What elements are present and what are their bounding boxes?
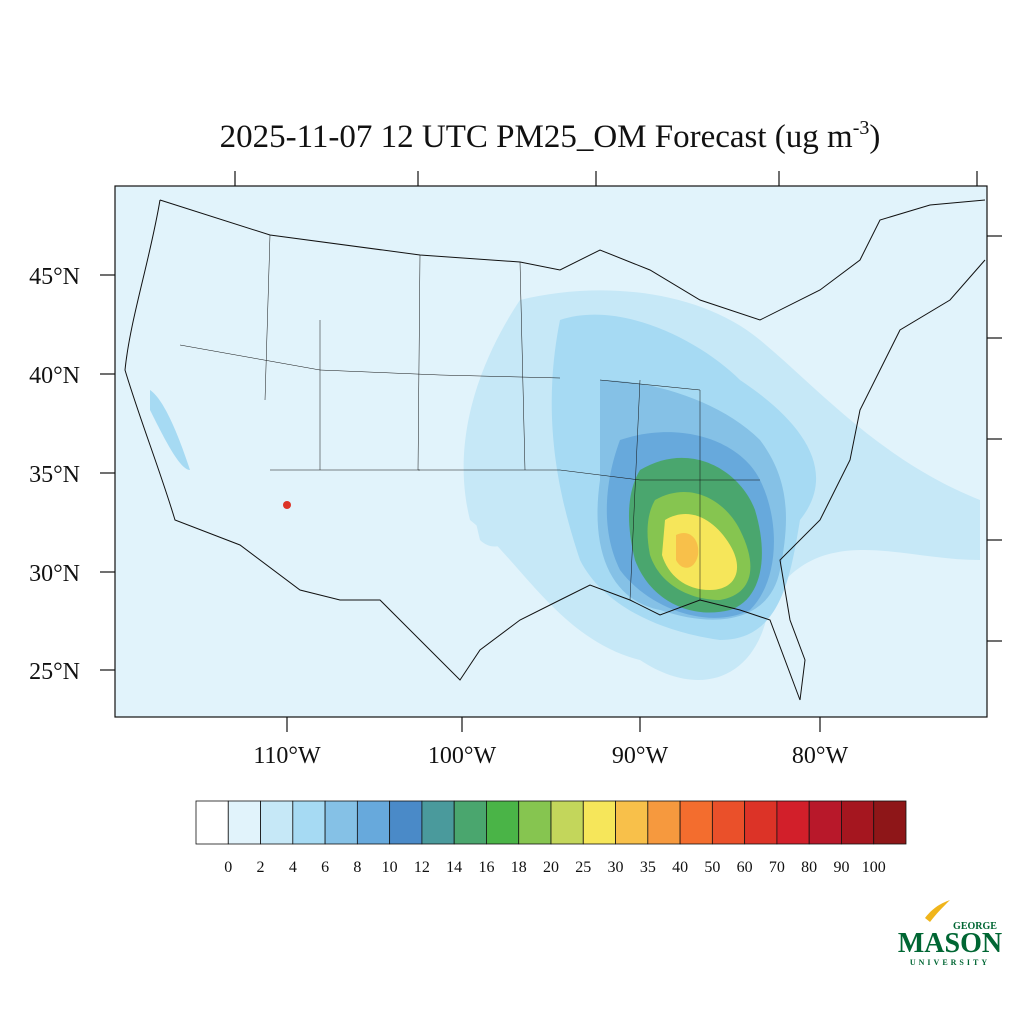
colorbar-box <box>744 800 778 845</box>
lon-label: 110°W <box>253 743 321 769</box>
colorbar-label: 60 <box>737 859 753 876</box>
colorbar-label: 6 <box>321 859 329 876</box>
colorbar-box <box>421 800 455 845</box>
colorbar-box <box>389 800 423 845</box>
lat-label: 30°N <box>29 561 80 587</box>
map-outlines <box>124 199 986 701</box>
lat-label: 40°N <box>29 363 80 389</box>
colorbar-box <box>486 800 520 845</box>
colorbar-label: 8 <box>353 859 361 876</box>
colorbar-box <box>615 800 649 845</box>
colorbar-label: 50 <box>704 859 720 876</box>
concentration-field <box>150 290 980 680</box>
colorbar-label: 40 <box>672 859 688 876</box>
colorbar-box <box>227 800 261 845</box>
title-superscript: -3 <box>853 117 870 139</box>
axis-labels: 45°N 40°N 35°N 30°N 25°N 110°W 100°W 90°W 80°W <box>29 264 848 769</box>
colorbar-label: 20 <box>543 859 559 876</box>
logo-bottom: UNIVERSITY <box>910 958 990 967</box>
colorbar: 0 2 4 6 8 10 12 14 16 18 20 25 30 35 40 50 60 70 80 90 100 <box>195 800 907 876</box>
lon-label: 100°W <box>428 743 497 769</box>
lat-label: 35°N <box>29 462 80 488</box>
logo-main: MASON <box>898 928 1002 959</box>
colorbar-label: 4 <box>289 859 297 876</box>
colorbar-label: 70 <box>769 859 785 876</box>
map-area <box>115 186 987 717</box>
colorbar-label: 12 <box>414 859 430 876</box>
title-text: 2025-11-07 12 UTC PM25_OM Forecast (ug m <box>220 119 853 155</box>
logo: GEORGE MASON UNIVERSITY <box>898 900 1002 967</box>
logo-top: GEORGE <box>953 921 997 932</box>
colorbar-box <box>518 800 552 845</box>
colorbar-label: 18 <box>511 859 527 876</box>
colorbar-box <box>453 800 487 845</box>
colorbar-box <box>776 800 810 845</box>
colorbar-box <box>873 800 907 845</box>
logo-flame <box>925 900 950 922</box>
colorbar-box <box>550 800 584 845</box>
colorbar-box <box>582 800 616 845</box>
colorbar-box <box>679 800 713 845</box>
colorbar-label: 80 <box>801 859 817 876</box>
colorbar-label: 90 <box>833 859 849 876</box>
colorbar-label: 14 <box>446 859 462 876</box>
colorbar-label: 25 <box>575 859 591 876</box>
colorbar-label: 0 <box>224 859 232 876</box>
colorbar-label: 35 <box>640 859 656 876</box>
colorbar-box <box>841 800 875 845</box>
lat-label: 25°N <box>29 659 80 685</box>
title-suffix: ) <box>869 119 880 155</box>
colorbar-box <box>356 800 391 845</box>
colorbar-label: 16 <box>478 859 494 876</box>
colorbar-box <box>711 800 746 845</box>
map-frame <box>114 185 988 718</box>
colorbar-box <box>292 800 326 845</box>
colorbar-label: 10 <box>382 859 398 876</box>
colorbar-box <box>647 800 681 845</box>
frame-ticks <box>100 171 1002 732</box>
colorbar-box <box>195 800 229 845</box>
colorbar-label: 100 <box>862 859 886 876</box>
colorbar-box <box>324 800 358 845</box>
colorbar-box <box>808 800 842 845</box>
lat-label: 45°N <box>29 264 80 290</box>
map-title: 2025-11-07 12 UTC PM25_OM Forecast (ug m… <box>220 117 881 155</box>
lon-label: 80°W <box>792 743 849 769</box>
colorbar-label: 2 <box>257 859 265 876</box>
colorbar-box <box>260 800 294 845</box>
lon-label: 90°W <box>612 743 669 769</box>
colorbar-label: 30 <box>608 859 624 876</box>
